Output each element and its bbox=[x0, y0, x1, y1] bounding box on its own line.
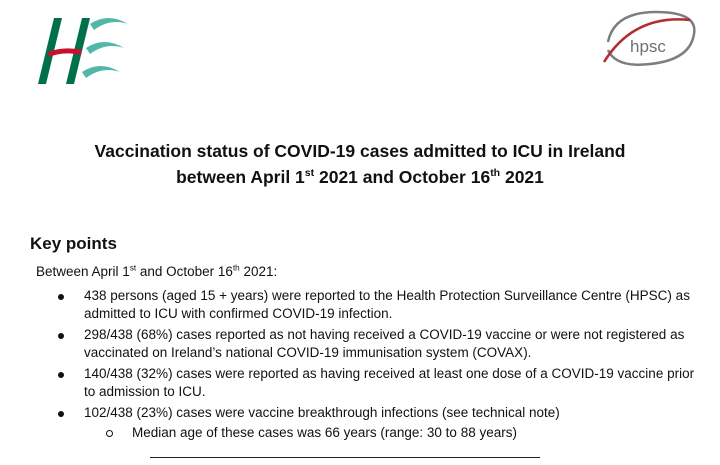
key-points-heading: Key points bbox=[30, 234, 117, 253]
hpsc-logo-icon: hpsc bbox=[602, 10, 696, 66]
hpsc-logo-text: hpsc bbox=[630, 37, 666, 56]
bullet-icon bbox=[58, 333, 64, 339]
list-item: 438 persons (aged 15 + years) were repor… bbox=[56, 287, 696, 323]
bullet-icon bbox=[58, 411, 64, 417]
circle-bullet-icon bbox=[106, 430, 113, 437]
divider bbox=[150, 457, 540, 458]
list-item: 298/438 (68%) cases reported as not havi… bbox=[56, 326, 696, 362]
page-title: Vaccination status of COVID-19 cases adm… bbox=[0, 138, 720, 190]
hse-logo-icon bbox=[38, 18, 128, 84]
list-item: 140/438 (32%) cases were reported as hav… bbox=[56, 365, 696, 401]
title-line-2: between April 1st 2021 and October 16th … bbox=[176, 167, 544, 187]
key-points-intro: Between April 1st and October 16th 2021: bbox=[36, 263, 278, 279]
sub-list-item: Median age of these cases was 66 years (… bbox=[84, 424, 696, 442]
title-line-1: Vaccination status of COVID-19 cases adm… bbox=[94, 141, 626, 161]
sub-list: Median age of these cases was 66 years (… bbox=[84, 424, 696, 442]
hse-logo bbox=[28, 10, 138, 90]
key-points-list: 438 persons (aged 15 + years) were repor… bbox=[56, 287, 696, 445]
bullet-icon bbox=[58, 372, 64, 378]
bullet-icon bbox=[58, 294, 64, 300]
hpsc-logo: hpsc bbox=[594, 6, 704, 72]
list-item: 102/438 (23%) cases were vaccine breakth… bbox=[56, 404, 696, 442]
